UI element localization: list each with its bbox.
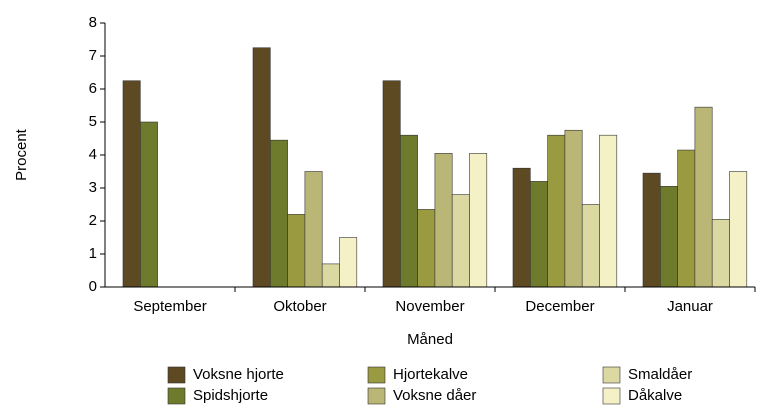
y-tick-label: 7 [89, 47, 97, 64]
legend-swatch [602, 387, 621, 405]
bar [321, 263, 340, 288]
bar [252, 47, 271, 288]
legend-swatch [367, 366, 386, 384]
bar [339, 237, 358, 288]
bar [382, 80, 401, 288]
bar [512, 167, 531, 288]
legend-label: Spidshjorte [193, 387, 268, 404]
y-tick-label: 8 [89, 14, 97, 31]
bar [711, 219, 730, 288]
legend-swatch [367, 387, 386, 405]
bar [451, 194, 470, 288]
legend-swatch [167, 387, 186, 405]
y-tick-label: 3 [89, 179, 97, 196]
bar [659, 186, 678, 288]
bar [287, 214, 306, 288]
legend-label: Voksne hjorte [193, 366, 284, 383]
bar [399, 134, 418, 288]
bar [269, 139, 288, 288]
y-tick-label: 5 [89, 113, 97, 130]
bar [140, 121, 158, 288]
y-tick-label: 6 [89, 80, 97, 97]
y-axis-label: Procent [13, 128, 30, 181]
bar [547, 134, 566, 288]
legend-label: Voksne dåer [393, 387, 476, 404]
x-tick-label: Januar [667, 298, 713, 315]
legend-swatch [602, 366, 621, 384]
bar [304, 171, 323, 288]
bar [694, 106, 713, 288]
bar [564, 129, 583, 288]
y-tick-label: 4 [89, 146, 97, 163]
y-tick-label: 0 [89, 278, 97, 295]
x-tick-label: November [395, 298, 464, 315]
legend-label: Hjortekalve [393, 366, 468, 383]
bar [529, 181, 548, 288]
legend-label: Dåkalve [628, 387, 682, 404]
legend-label: Smaldåer [628, 366, 692, 383]
bar [599, 134, 618, 288]
y-tick-label: 1 [89, 245, 97, 262]
bar [581, 204, 600, 288]
y-tick-label: 2 [89, 212, 97, 229]
bar [417, 209, 436, 288]
bar [434, 153, 453, 288]
bar [729, 171, 748, 288]
bar [122, 80, 141, 288]
x-tick-label: Oktober [273, 298, 326, 315]
x-axis-label: Måned [407, 331, 453, 348]
bar [642, 172, 661, 288]
x-tick-label: December [525, 298, 594, 315]
legend-swatch [167, 366, 186, 384]
bar [677, 149, 696, 288]
bar [469, 153, 488, 288]
x-tick-label: September [133, 298, 206, 315]
